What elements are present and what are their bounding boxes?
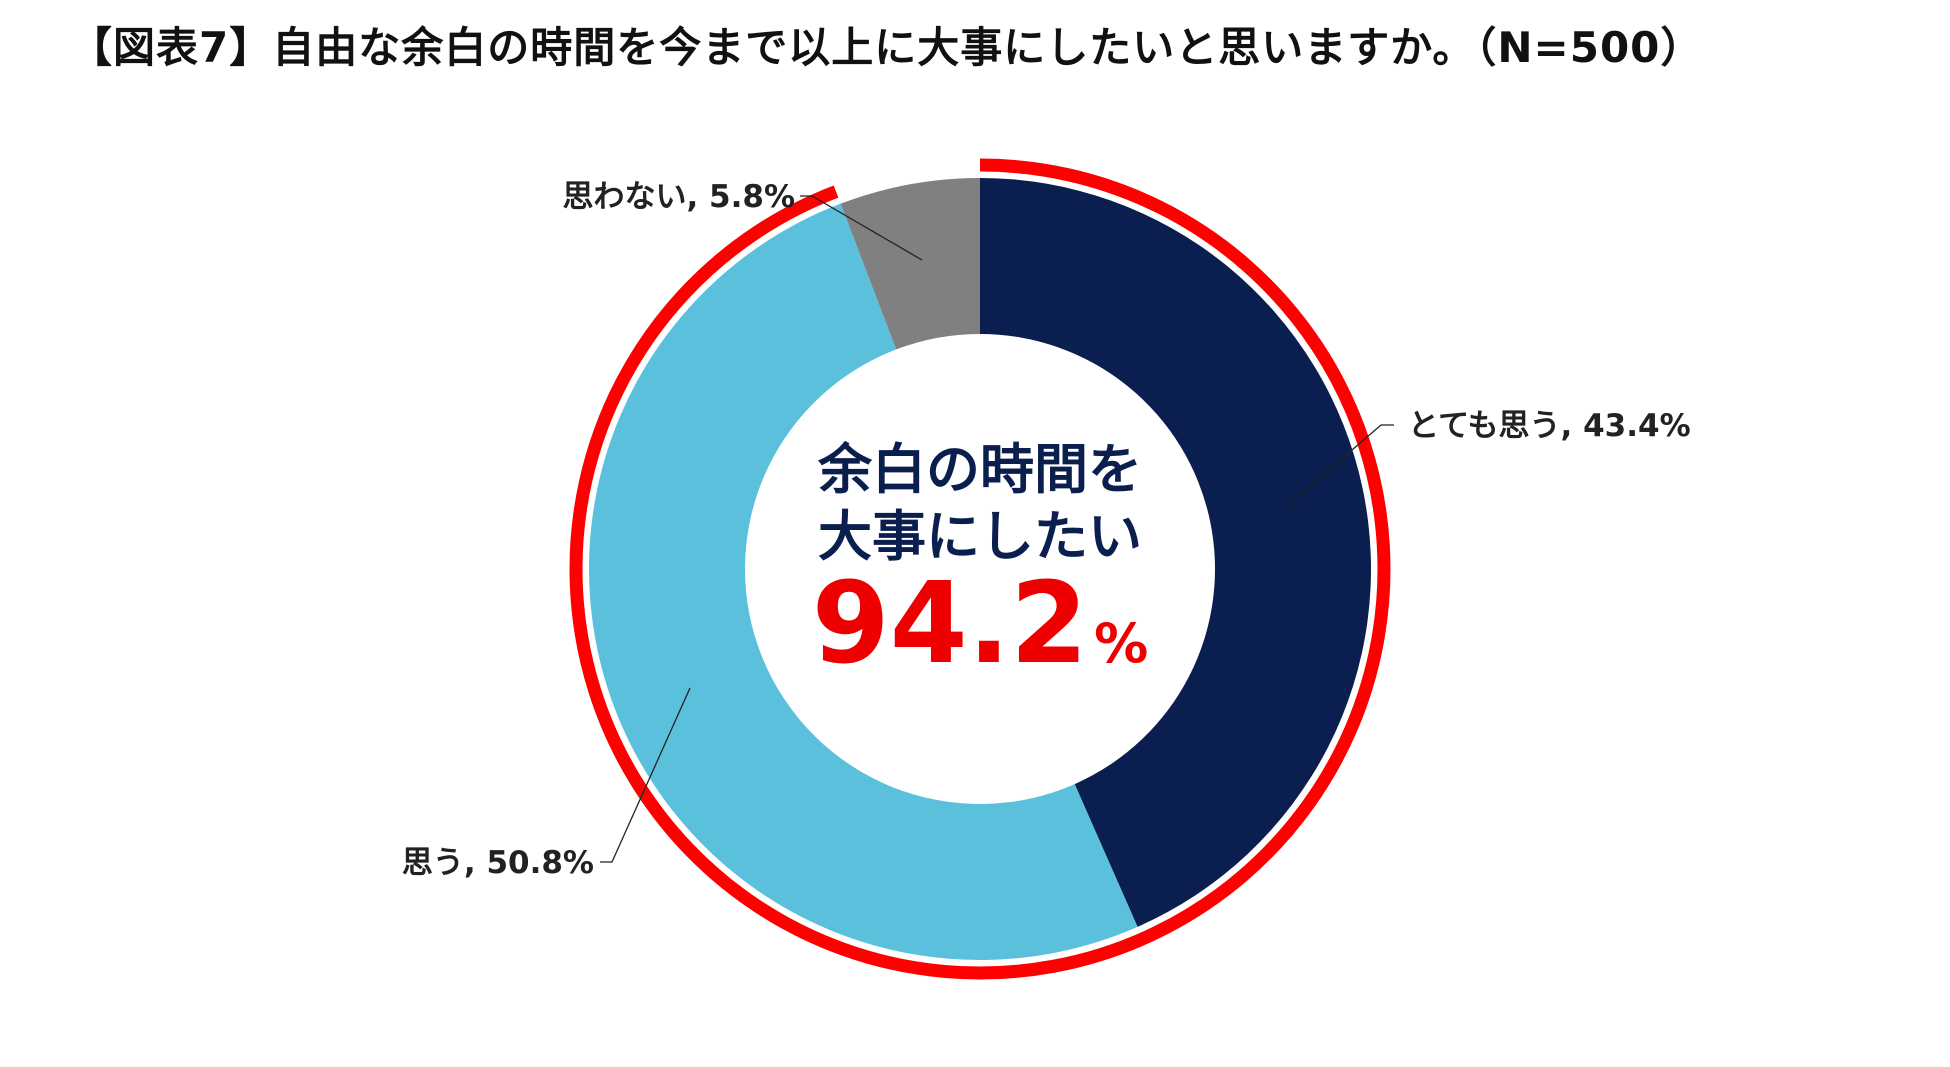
data-label-3: 思わない, 5.8% (562, 179, 795, 215)
center-value-number: 94.2 (812, 559, 1088, 689)
leader-line-1 (1286, 424, 1394, 507)
leader-line-3 (800, 195, 923, 261)
chart-title: 【図表7】自由な余白の時間を今まで以上に大事にしたいと思いますか。（N=500） (70, 23, 1704, 72)
donut-slice-3 (840, 178, 980, 350)
highlight-ring (569, 158, 1391, 980)
donut-slice-1 (980, 178, 1371, 927)
data-label-1: とても思う, 43.4% (1408, 408, 1691, 444)
donut-slice-2 (588, 203, 1138, 961)
center-text-line2: 大事にしたい (818, 505, 1142, 568)
data-label-2: 思う, 50.8% (402, 845, 594, 881)
center-text-line1: 余白の時間を (817, 438, 1142, 501)
center-value-unit: % (1094, 612, 1148, 675)
center-value: 94.2% (812, 559, 1148, 689)
leader-line-2 (600, 687, 691, 863)
